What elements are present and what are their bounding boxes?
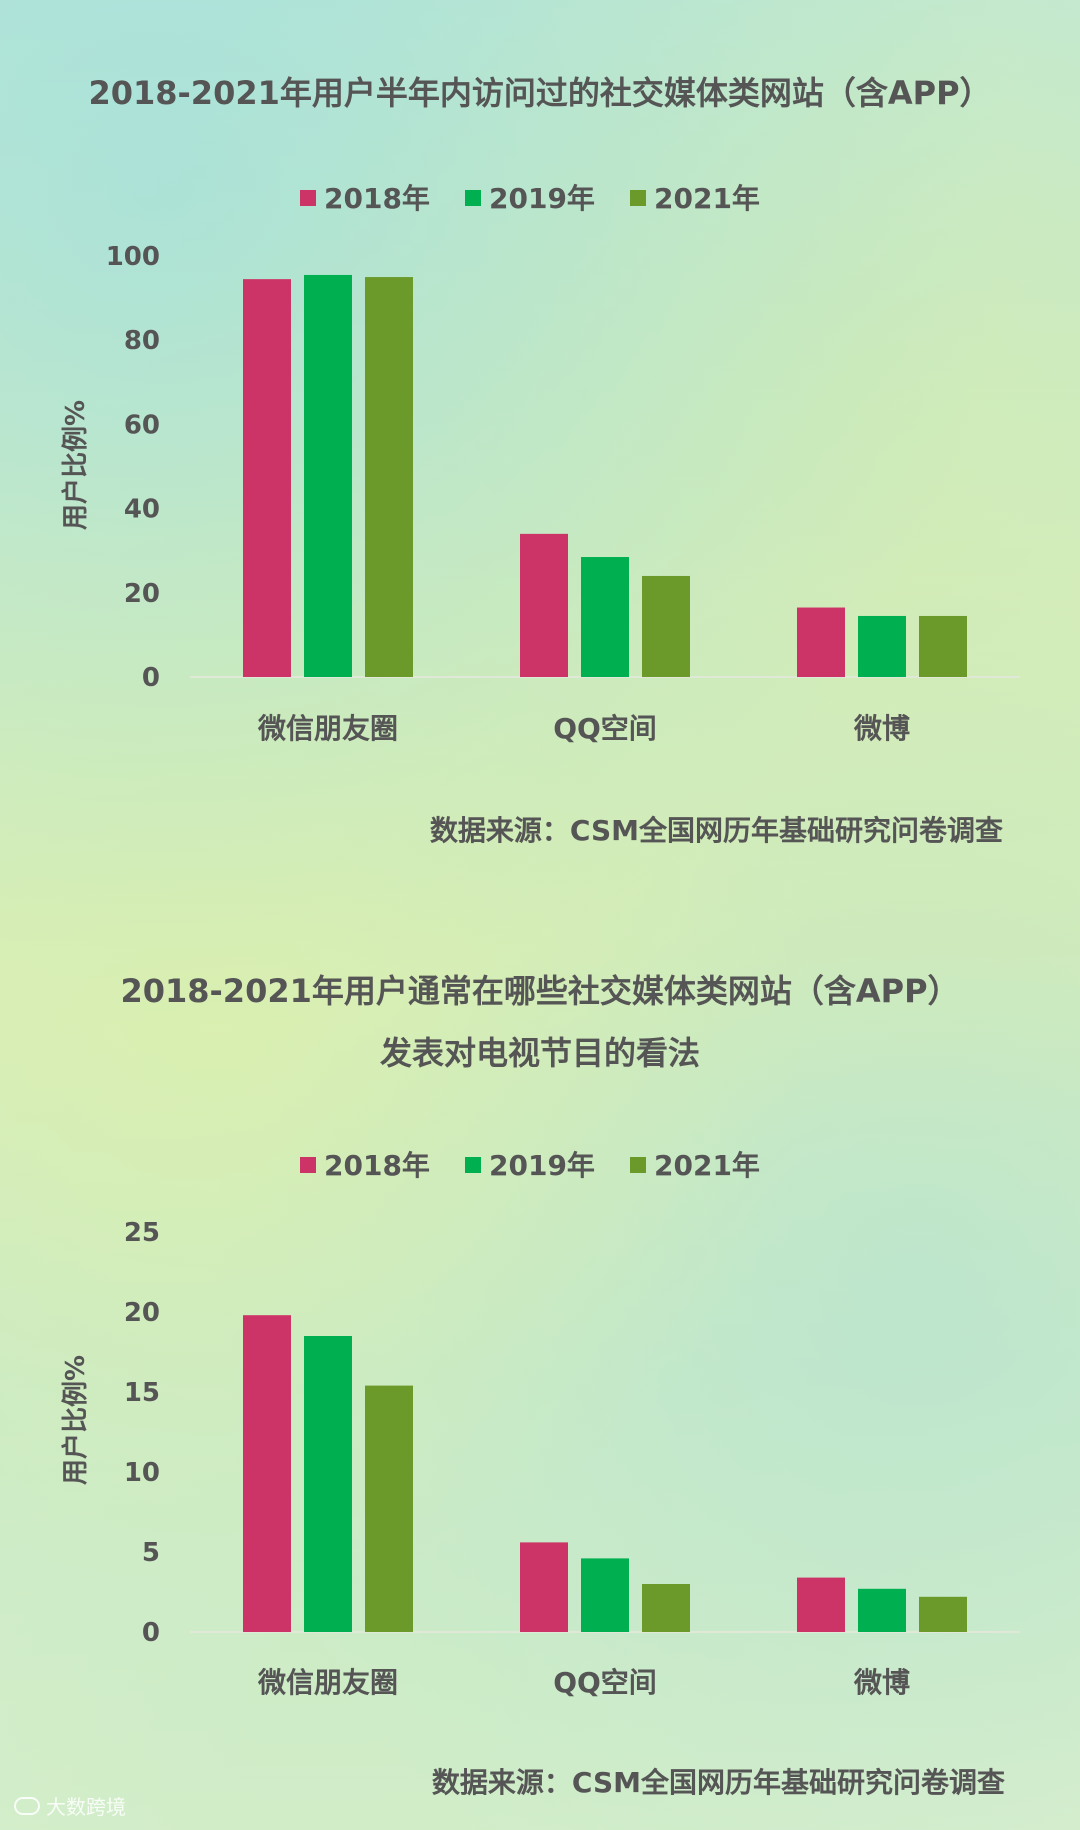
bar <box>858 1588 906 1632</box>
data-source-note: 数据来源：CSM全国网历年基础研究问卷调查 <box>430 814 1003 847</box>
bar <box>858 615 906 677</box>
bar <box>642 575 690 677</box>
y-tick-label: 20 <box>124 1298 160 1328</box>
legend-label: 2019年 <box>489 182 595 215</box>
chart-title: 2018-2021年用户通常在哪些社交媒体类网站（含APP） <box>120 972 959 1010</box>
y-tick-label: 5 <box>142 1538 160 1568</box>
watermark-text: 大数跨境 <box>46 1795 126 1819</box>
legend-label: 2019年 <box>489 1149 595 1182</box>
category-labels: 微信朋友圈 QQ空间 微博 <box>257 1666 910 1699</box>
data-source-note: 数据来源：CSM全国网历年基础研究问卷调查 <box>432 1766 1005 1799</box>
bar-group <box>243 1315 967 1632</box>
chart-legend: 2018年 2019年 2021年 <box>300 1149 760 1182</box>
bar <box>797 607 845 677</box>
y-tick-label: 0 <box>142 663 160 693</box>
legend-swatch <box>300 190 316 206</box>
chart-legend: 2018年 2019年 2021年 <box>300 182 760 215</box>
category-label: 微信朋友圈 <box>257 1666 398 1699</box>
bar <box>304 274 352 677</box>
legend-swatch <box>630 1157 646 1173</box>
legend-swatch <box>465 190 481 206</box>
legend-label: 2018年 <box>324 1149 430 1182</box>
category-label: QQ空间 <box>553 1666 657 1699</box>
legend-swatch <box>465 1157 481 1173</box>
chart-title: 2018-2021年用户半年内访问过的社交媒体类网站（含APP） <box>88 74 991 112</box>
legend-label: 2018年 <box>324 182 430 215</box>
legend-swatch <box>300 1157 316 1173</box>
bar <box>304 1336 352 1632</box>
y-tick-label: 60 <box>124 410 160 440</box>
category-labels: 微信朋友圈 QQ空间 微博 <box>257 712 910 745</box>
y-tick-label: 10 <box>124 1458 160 1488</box>
y-axis-label: 用户比例% <box>60 400 91 530</box>
y-tick-label: 0 <box>142 1618 160 1648</box>
y-tick-label: 25 <box>124 1218 160 1248</box>
bar <box>365 1385 413 1632</box>
bar <box>919 615 967 677</box>
y-tick-label: 20 <box>124 579 160 609</box>
bar <box>797 1577 845 1632</box>
bar <box>581 557 629 677</box>
category-label: QQ空间 <box>553 712 657 745</box>
bar <box>919 1596 967 1632</box>
legend-label: 2021年 <box>654 1149 760 1182</box>
category-label: 微信朋友圈 <box>257 712 398 745</box>
chart-social-comments: 2018-2021年用户通常在哪些社交媒体类网站（含APP） 发表对电视节目的看… <box>60 972 1020 1799</box>
y-axis-label: 用户比例% <box>60 1355 91 1485</box>
bar <box>365 277 413 677</box>
legend-label: 2021年 <box>654 182 760 215</box>
y-tick-label: 80 <box>124 326 160 356</box>
chart-subtitle: 发表对电视节目的看法 <box>380 1034 700 1072</box>
bar <box>520 1542 568 1632</box>
category-label: 微博 <box>853 712 910 745</box>
y-tick-label: 40 <box>124 495 160 525</box>
y-tick-label: 100 <box>106 242 160 272</box>
bar-group <box>243 274 967 677</box>
y-tick-label: 15 <box>124 1378 160 1408</box>
bar <box>520 533 568 677</box>
bar <box>243 1315 291 1632</box>
chart-social-visits: 2018-2021年用户半年内访问过的社交媒体类网站（含APP） 2018年 20… <box>60 74 1020 847</box>
bar <box>581 1558 629 1632</box>
brand-logo-icon <box>14 1796 40 1815</box>
watermark: 大数跨境 <box>14 1791 126 1820</box>
y-axis-ticks: 0 20 40 60 80 100 <box>106 242 160 693</box>
bar <box>642 1584 690 1632</box>
legend-swatch <box>630 190 646 206</box>
category-label: 微博 <box>853 1666 910 1699</box>
y-axis-ticks: 0 5 10 15 20 25 <box>124 1218 160 1648</box>
bar <box>243 279 291 677</box>
